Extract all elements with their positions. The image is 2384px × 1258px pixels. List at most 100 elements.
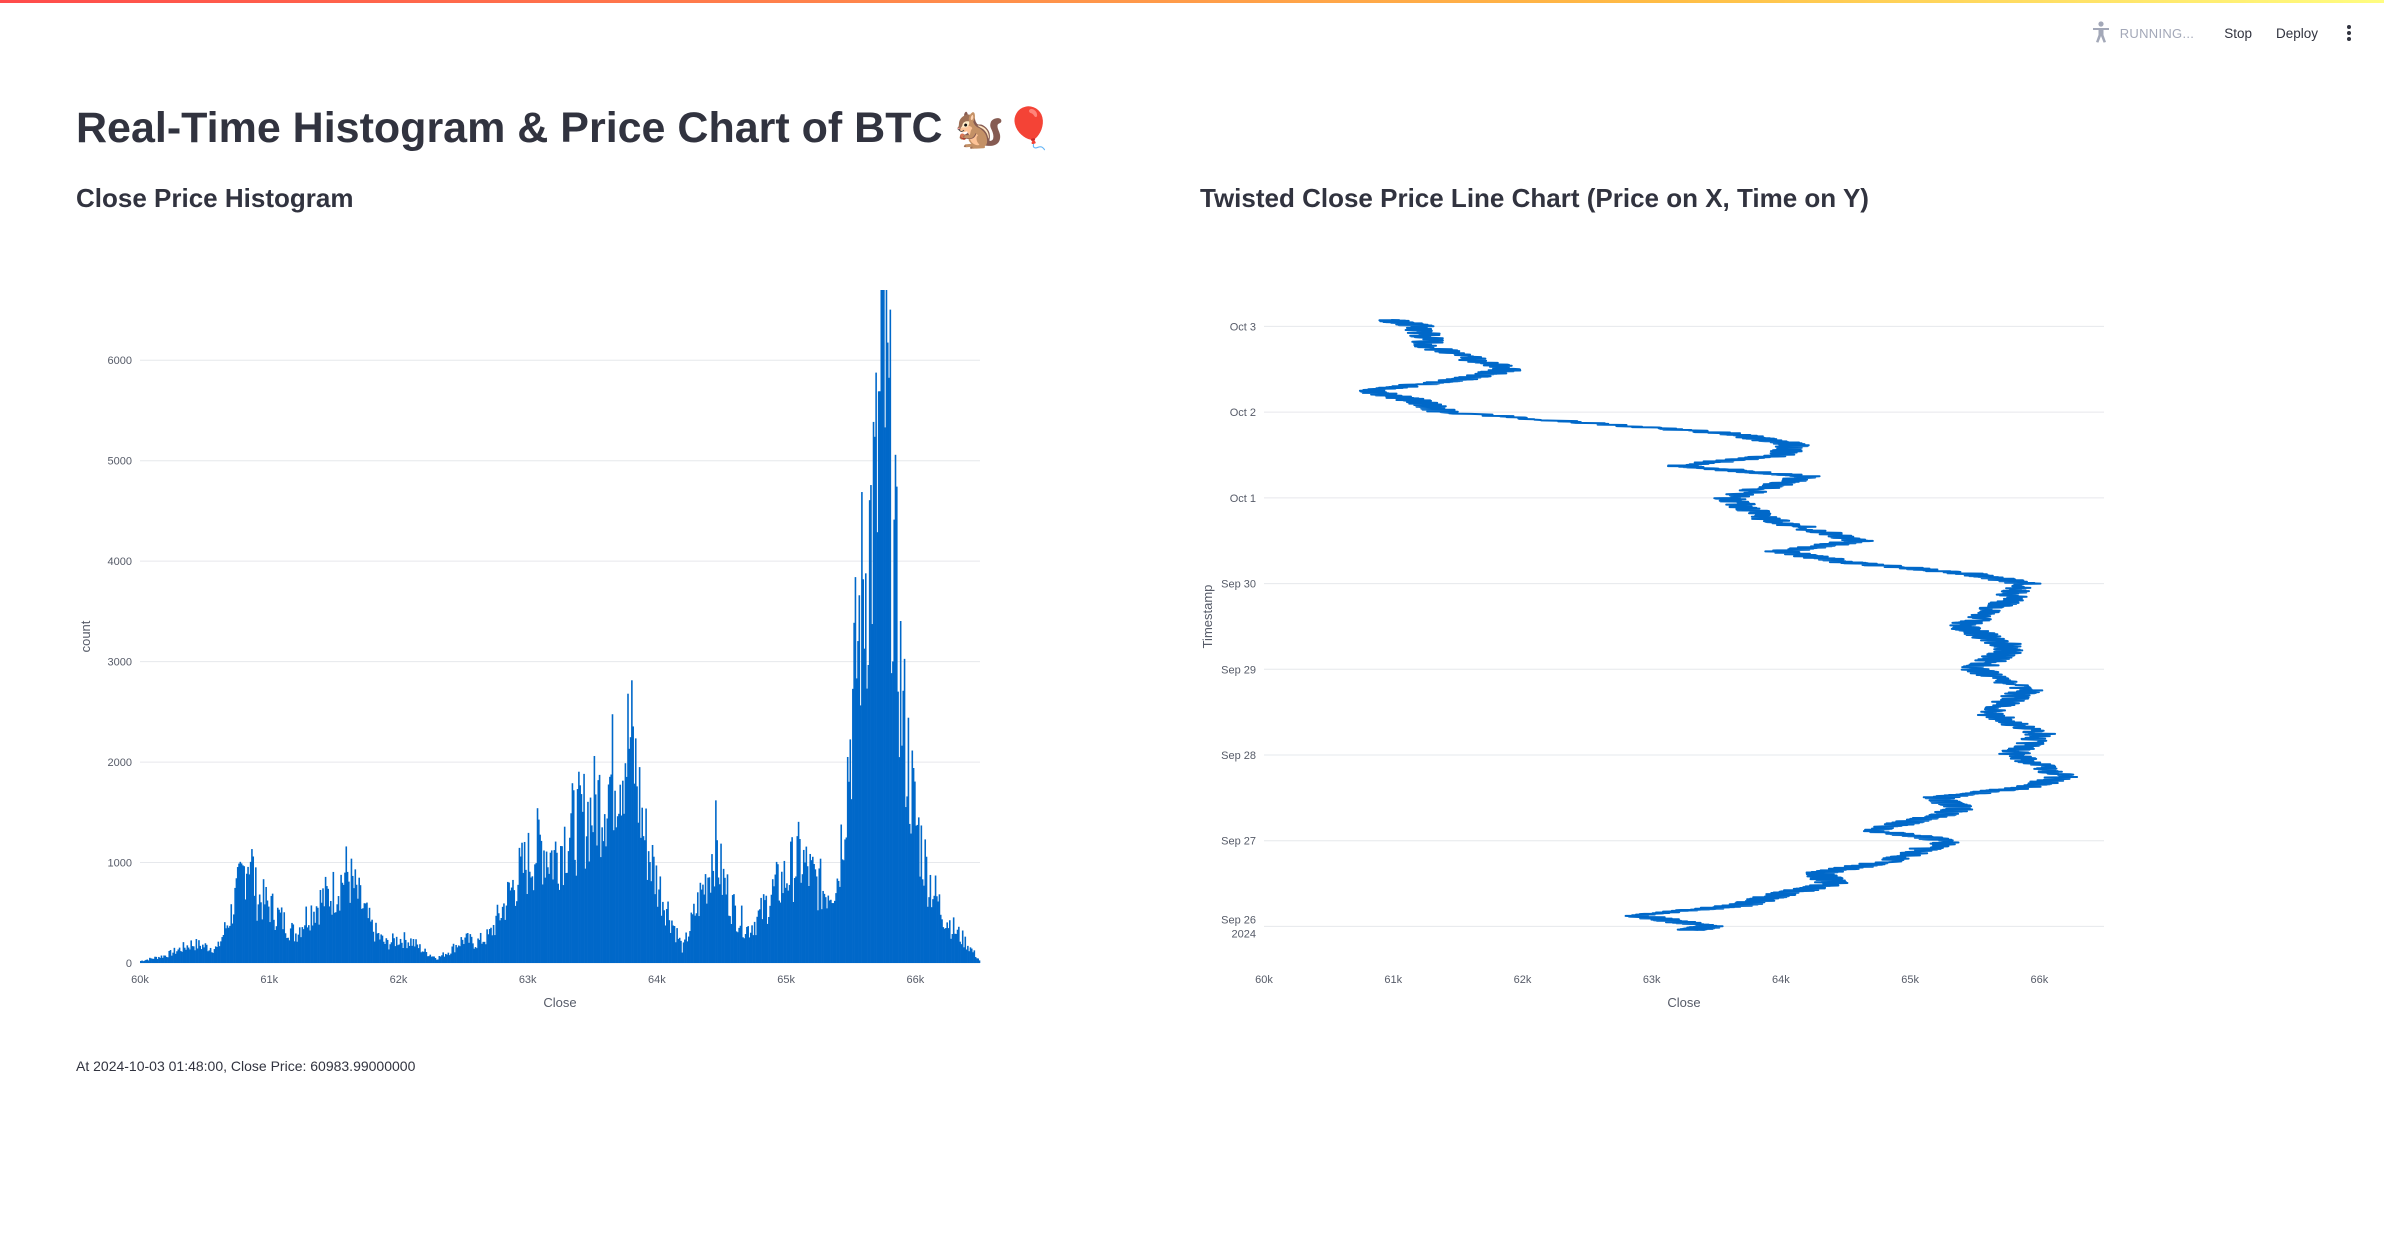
histogram-bar <box>443 956 446 963</box>
histogram-bar <box>665 908 668 963</box>
histogram-bar <box>176 951 178 963</box>
histogram-bar <box>311 925 314 963</box>
histogram-bar <box>751 925 753 963</box>
histogram-bar <box>726 874 729 963</box>
histogram-bar <box>943 928 946 963</box>
histogram-bar <box>844 839 846 963</box>
histogram-bar <box>563 826 566 963</box>
histogram-bar <box>247 866 249 963</box>
histogram-bar <box>539 834 541 963</box>
histogram-bar <box>793 878 796 963</box>
histogram-bar <box>366 902 368 963</box>
histogram-bar <box>718 884 721 963</box>
histogram-bar <box>404 939 407 963</box>
histogram-bar <box>868 500 871 963</box>
close-price-line-chart[interactable]: Sep 26 2024 Sep 27 Sep 28 Sep 29 Sep 30 Oct 1 O… <box>1200 290 2120 1020</box>
histogram-bar <box>802 849 805 963</box>
running-status-text: RUNNING... <box>2119 25 2195 41</box>
histogram-bar <box>832 903 835 963</box>
histogram-bar <box>976 958 978 963</box>
histogram-bar <box>172 952 174 963</box>
histogram-bar <box>788 884 791 963</box>
y-tick-label: Sep 27 <box>1221 836 1256 848</box>
histogram-bar <box>589 797 592 963</box>
histogram-bar <box>570 813 572 963</box>
histogram-bar <box>335 912 337 963</box>
histogram-bar <box>612 830 615 963</box>
histogram-bar <box>948 920 951 963</box>
histogram-bar <box>363 903 366 963</box>
histogram-bar <box>224 922 226 963</box>
histogram-bar <box>143 960 146 963</box>
histogram-bar <box>360 908 363 963</box>
histogram-bar <box>229 925 231 963</box>
histogram-bar <box>646 879 649 963</box>
histogram-bar <box>212 952 214 963</box>
histogram-bar <box>822 890 824 963</box>
histogram-bar <box>864 573 867 963</box>
histogram-bar <box>314 922 317 963</box>
histogram-bar <box>797 821 800 963</box>
histogram-bar <box>291 922 293 963</box>
histogram-bar <box>633 783 636 963</box>
histogram-section-title: Close Price Histogram <box>76 183 354 213</box>
histogram-bar <box>304 925 306 963</box>
histogram-bar <box>516 901 518 963</box>
histogram-bar <box>512 879 514 963</box>
histogram-bar <box>171 955 173 963</box>
histogram-bar <box>836 878 839 963</box>
histogram-bar <box>704 874 707 963</box>
histogram-bar <box>282 929 284 963</box>
histogram-bar <box>479 932 482 963</box>
histogram-bar <box>765 895 768 963</box>
app-toolbar: RUNNING... Stop Deploy <box>2090 20 2362 46</box>
histogram-bar <box>605 846 607 963</box>
histogram-bar <box>411 945 413 963</box>
deploy-button[interactable]: Deploy <box>2264 22 2330 45</box>
histogram-bar <box>671 920 673 963</box>
histogram-bar <box>720 843 722 963</box>
histogram-bar <box>151 958 154 963</box>
histogram-bar <box>249 861 252 963</box>
histogram-bar <box>915 825 917 963</box>
histogram-bar <box>205 944 208 963</box>
histogram-bar <box>412 939 415 963</box>
histogram-bar <box>218 946 221 963</box>
close-price-series-line <box>1358 319 2079 931</box>
histogram-bar <box>558 889 561 963</box>
y-tick-label: 4000 <box>108 556 132 568</box>
running-status: RUNNING... <box>2090 20 2195 46</box>
histogram-bar <box>801 874 804 963</box>
histogram-bar <box>946 922 948 963</box>
histogram-bar <box>611 714 614 963</box>
histogram-bar <box>747 926 749 963</box>
histogram-bar <box>849 739 852 963</box>
histogram-bar <box>584 868 587 963</box>
close-price-histogram[interactable]: 0 1000 2000 3000 4000 5000 6000 60k 61k 62k 63k 64k… <box>76 290 996 1020</box>
histogram-bar <box>402 947 404 963</box>
histogram-bar <box>846 756 849 963</box>
y-tick-label: Oct 1 <box>1230 493 1256 505</box>
histogram-bar <box>579 785 581 963</box>
histogram-bar <box>200 949 203 963</box>
histogram-bar <box>734 905 737 963</box>
histogram-bar <box>691 914 694 963</box>
main-menu-button[interactable] <box>2336 20 2362 46</box>
histogram-bar <box>557 883 560 963</box>
histogram-bar <box>764 900 766 963</box>
histogram-bar <box>780 871 783 963</box>
histogram-bar <box>678 937 681 963</box>
histogram-bar <box>476 948 478 963</box>
histogram-bar <box>594 794 597 963</box>
histogram-bar <box>632 726 634 963</box>
histogram-bar <box>960 944 963 963</box>
histogram-bar <box>593 755 596 963</box>
histogram-bar <box>759 909 761 963</box>
histogram-bar <box>349 902 351 963</box>
histogram-bar <box>410 938 412 963</box>
histogram-bar <box>270 895 273 963</box>
histogram-bar <box>145 959 147 963</box>
stop-button[interactable]: Stop <box>2212 22 2264 45</box>
histogram-bar <box>687 936 690 963</box>
histogram-bar <box>415 939 417 963</box>
